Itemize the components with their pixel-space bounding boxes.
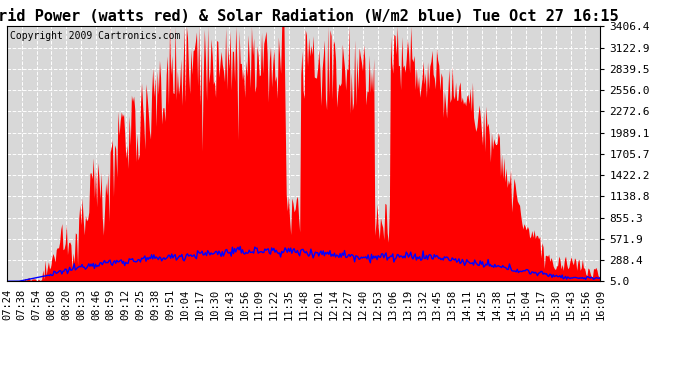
Title: Grid Power (watts red) & Solar Radiation (W/m2 blue) Tue Oct 27 16:15: Grid Power (watts red) & Solar Radiation… xyxy=(0,9,618,24)
Text: Copyright 2009 Cartronics.com: Copyright 2009 Cartronics.com xyxy=(10,32,180,41)
